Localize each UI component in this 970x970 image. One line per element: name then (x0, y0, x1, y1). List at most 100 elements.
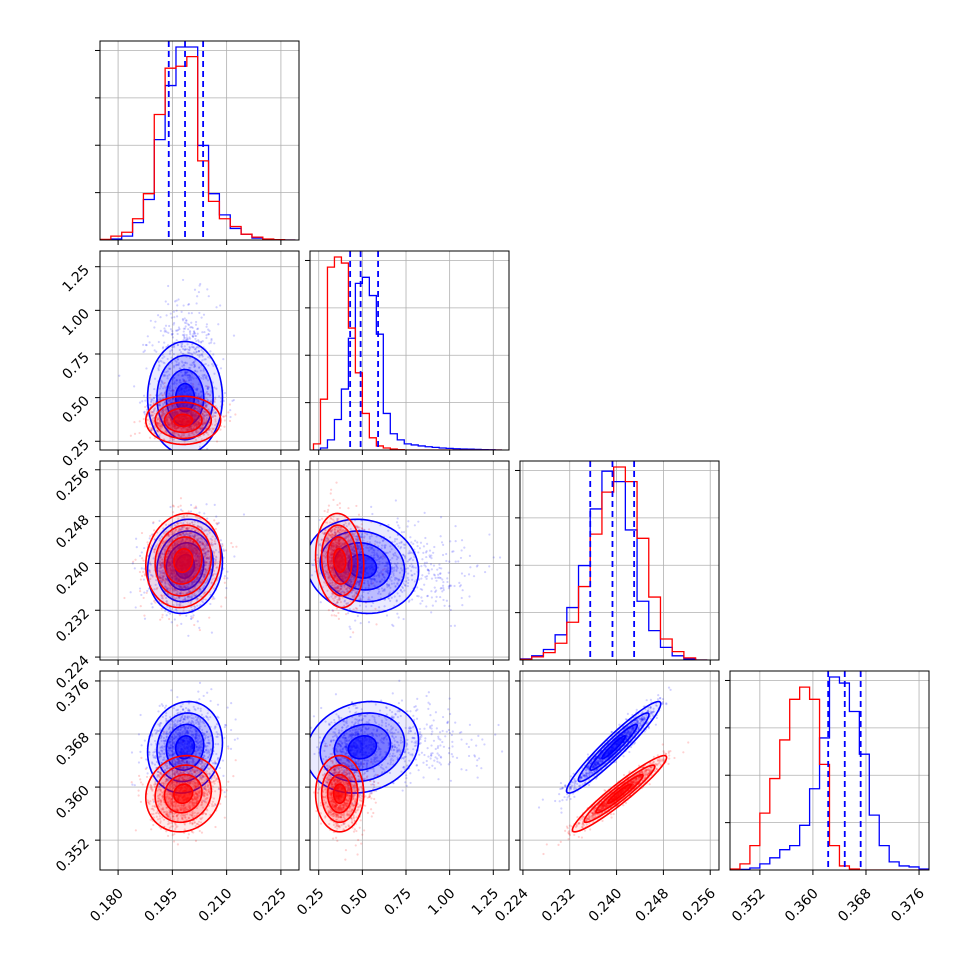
scatter-point (171, 332, 174, 335)
scatter-point (161, 415, 164, 418)
scatter-point (187, 634, 190, 637)
scatter-point (170, 572, 173, 575)
scatter-point (174, 412, 177, 415)
scatter-point (194, 323, 198, 326)
scatter-point (203, 540, 206, 543)
scatter-point (189, 352, 193, 355)
scatter-point (165, 577, 168, 580)
scatter-point (392, 572, 395, 575)
scatter-point (185, 428, 188, 431)
scatter-point (164, 585, 167, 588)
scatter-point (195, 388, 198, 391)
scatter-point (196, 408, 199, 411)
scatter-point (177, 328, 180, 332)
scatter-point (188, 376, 191, 379)
scatter-point (204, 362, 207, 366)
scatter-point (161, 412, 164, 415)
scatter-point (181, 374, 184, 377)
scatter-point (194, 388, 197, 391)
scatter-point (174, 550, 177, 553)
scatter-point (155, 588, 158, 591)
scatter-point (172, 569, 176, 573)
scatter-point (160, 411, 163, 414)
scatter-point (194, 430, 197, 434)
scatter-point (178, 367, 181, 370)
scatter-point (210, 339, 213, 342)
scatter-point (200, 438, 203, 441)
scatter-point (204, 529, 207, 532)
scatter-point (196, 555, 200, 558)
scatter-point (164, 585, 167, 588)
scatter-point (213, 557, 216, 561)
scatter-point (206, 387, 209, 390)
scatter-point (180, 533, 183, 536)
scatter-point (201, 355, 204, 358)
scatter-point (168, 416, 171, 419)
scatter-point (205, 377, 208, 380)
scatter-point (193, 533, 196, 536)
scatter-point (195, 562, 199, 566)
scatter-point (428, 554, 431, 557)
scatter-point (190, 312, 193, 315)
scatter-point (175, 382, 178, 385)
scatter-point (190, 376, 194, 379)
scatter-point (418, 578, 421, 581)
scatter-point (187, 303, 190, 306)
scatter-point (175, 592, 178, 595)
scatter-point (190, 321, 193, 324)
scatter-point (201, 412, 204, 416)
scatter-point (163, 355, 166, 358)
scatter-point (193, 424, 196, 427)
scatter-point (173, 412, 176, 415)
scatter-point (380, 547, 383, 550)
scatter-group (123, 497, 246, 637)
scatter-point (196, 549, 200, 552)
scatter-point (183, 585, 187, 588)
scatter-point (207, 550, 210, 553)
scatter-point (162, 574, 165, 578)
scatter-point (307, 552, 309, 554)
scatter-point (144, 425, 147, 428)
scatter-point (145, 367, 148, 370)
scatter-point (158, 404, 161, 407)
scatter-point (193, 405, 196, 408)
scatter-point (161, 417, 165, 420)
scatter-point (174, 608, 177, 611)
scatter-point (184, 586, 187, 589)
scatter-point (196, 538, 200, 542)
scatter-point (172, 414, 175, 418)
scatter-point (195, 398, 198, 401)
scatter-point (196, 555, 200, 558)
scatter-point (184, 597, 187, 600)
scatter-point (211, 415, 214, 418)
scatter-point (224, 549, 227, 552)
scatter-point (175, 535, 179, 538)
scatter-point (392, 553, 395, 556)
scatter-point (196, 422, 199, 425)
scatter-point (205, 323, 209, 326)
scatter-point (191, 335, 195, 338)
scatter-point (161, 558, 164, 561)
scatter-point (188, 329, 192, 333)
scatter-point (177, 434, 180, 437)
scatter-point (183, 373, 186, 377)
scatter-point (172, 596, 175, 599)
scatter-point (174, 410, 178, 413)
scatter-point (143, 617, 147, 620)
scatter-point (189, 539, 192, 543)
scatter-point (173, 570, 176, 574)
scatter-point (205, 571, 208, 574)
scatter-point (173, 406, 176, 409)
scatter-point (184, 325, 187, 328)
scatter-point (367, 621, 371, 624)
scatter-point (185, 538, 188, 541)
scatter-point (156, 429, 159, 432)
scatter-point (194, 570, 197, 573)
scatter-point (149, 577, 152, 580)
scatter-point (193, 347, 197, 351)
scatter-point (171, 565, 174, 568)
scatter-point (174, 386, 178, 390)
scatter-point (194, 337, 197, 341)
scatter-point (180, 345, 183, 348)
scatter-point (168, 439, 171, 442)
